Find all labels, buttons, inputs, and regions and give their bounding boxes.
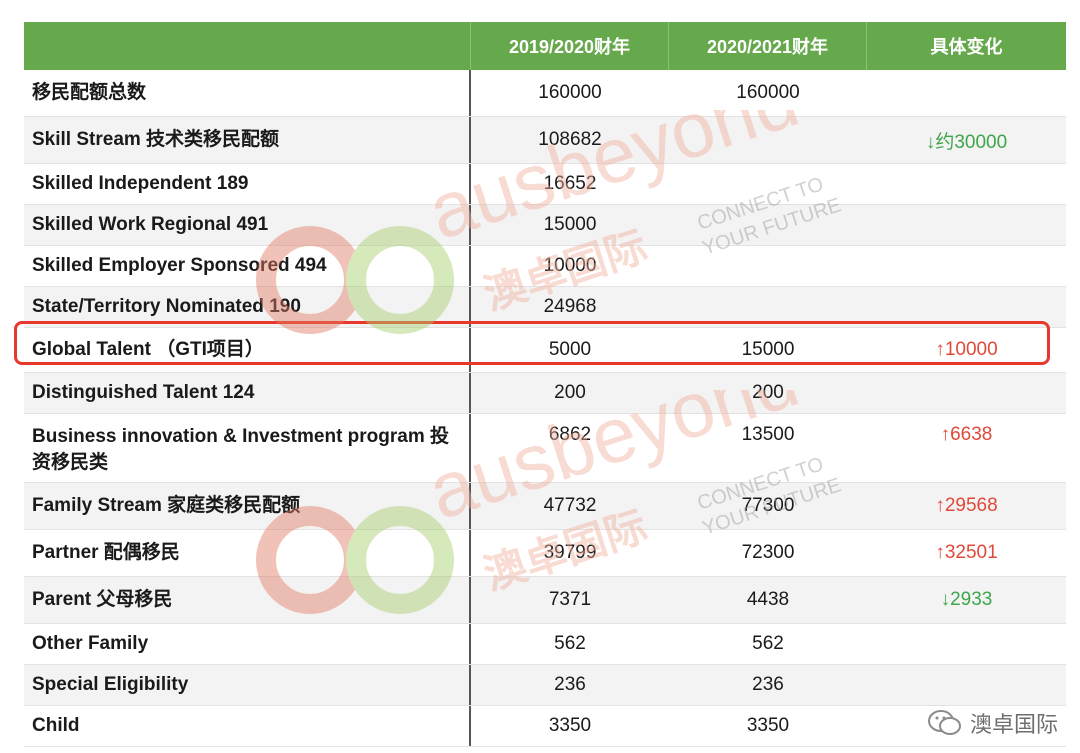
row-label: Business innovation & Investment program… [24,414,471,482]
row-label: Partner 配偶移民 [24,530,471,576]
table-row: Skilled Independent 189 16652 [24,164,1066,205]
value-2020-2021: 72300 [741,542,795,563]
row-label: 移民配额总数 [24,70,471,116]
value-2019-2020: 160000 [538,82,602,103]
table-row: Skilled Work Regional 491 15000 [24,205,1066,246]
table-row: State/Territory Nominated 190 24968 [24,287,1066,328]
change-value: ↓2933 [940,589,993,610]
row-label: Family Stream 家庭类移民配额 [24,483,471,529]
change-value [867,164,1066,204]
value-2020-2021: 200 [752,382,784,403]
row-label: State/Territory Nominated 190 [24,287,471,327]
row-label: Other Family [24,624,471,664]
row-label: Skilled Work Regional 491 [24,205,471,245]
row-label: Global Talent （GTI项目） [24,328,471,372]
table-row: Child 3350 3350 [24,706,1066,747]
row-label: Special Eligibility [24,665,471,705]
table-body: 移民配额总数 160000 160000 Skill Stream 技术类移民配额 10… [24,70,1066,747]
value-2019-2020: 10000 [543,255,597,276]
value-2019-2020: 3350 [548,715,592,736]
table-row: 移民配额总数 160000 160000 [24,70,1066,117]
change-value: ↑32501 [935,542,998,563]
row-label: Skilled Employer Sponsored 494 [24,246,471,286]
value-2019-2020: 7371 [548,589,592,610]
value-2019-2020: 47732 [543,495,597,516]
table-row: Distinguished Talent 124 200 200 [24,373,1066,414]
value-2019-2020: 24968 [543,296,597,317]
value-2020-2021 [669,164,867,204]
table-row: Skilled Employer Sponsored 494 10000 [24,246,1066,287]
table-row: Global Talent （GTI项目） 5000 15000 ↑10000 [24,328,1066,373]
row-label: Skill Stream 技术类移民配额 [24,117,471,163]
value-2019-2020: 200 [554,382,586,403]
header-cell-change: 具体变化 [930,37,1003,57]
header-cell-2019: 2019/2020财年 [471,22,669,70]
change-value [867,205,1066,245]
value-2020-2021 [669,246,867,286]
value-2020-2021 [669,287,867,327]
table-row: Parent 父母移民 7371 4438 ↓2933 [24,577,1066,624]
change-value [867,624,1066,664]
value-2019-2020: 39799 [543,542,597,563]
change-value: ↑29568 [935,495,998,516]
value-2020-2021: 15000 [741,339,795,360]
value-2020-2021: 236 [752,674,784,695]
value-2020-2021: 3350 [746,715,790,736]
table-row: Partner 配偶移民 39799 72300 ↑32501 [24,530,1066,577]
value-2020-2021: 562 [752,633,784,654]
change-value [867,373,1066,413]
change-value [867,665,1066,705]
value-2020-2021: 160000 [736,82,800,103]
row-label: Parent 父母移民 [24,577,471,623]
value-2019-2020: 108682 [538,129,602,150]
value-2019-2020: 5000 [548,339,592,360]
value-2020-2021: 77300 [741,495,795,516]
header-cell-2020: 2020/2021财年 [669,22,867,70]
footer-account-logo: 澳卓国际 [927,707,1058,739]
change-value [867,70,1066,116]
table-header: 2019/2020财年 2020/2021财年 具体变化 [24,22,1066,70]
value-2019-2020: 562 [554,633,586,654]
change-value: ↑10000 [935,339,998,360]
row-label: Distinguished Talent 124 [24,373,471,413]
table-row: Family Stream 家庭类移民配额 47732 77300 ↑29568 [24,483,1066,530]
table-row: Other Family 562 562 [24,624,1066,665]
table-row: Business innovation & Investment program… [24,414,1066,483]
value-2019-2020: 16652 [543,173,597,194]
change-value: ↓约30000 [925,131,1008,153]
change-value [867,287,1066,327]
quota-table: 2019/2020财年 2020/2021财年 具体变化 移民配额总数 16000… [24,22,1066,747]
value-2020-2021 [669,205,867,245]
footer-account-name: 澳卓国际 [969,712,1058,737]
value-2020-2021 [669,117,867,163]
row-label: Child [24,706,471,746]
value-2019-2020: 6862 [548,424,592,445]
value-2019-2020: 236 [554,674,586,695]
wechat-icon [927,710,961,735]
value-2020-2021: 13500 [741,424,795,445]
row-label: Skilled Independent 189 [24,164,471,204]
value-2019-2020: 15000 [543,214,597,235]
table-row: Skill Stream 技术类移民配额 108682 ↓约30000 [24,117,1066,164]
change-value [867,246,1066,286]
table-row: Special Eligibility 236 236 [24,665,1066,706]
value-2020-2021: 4438 [746,589,790,610]
header-cell-label [24,22,471,70]
change-value: ↑6638 [940,424,993,445]
